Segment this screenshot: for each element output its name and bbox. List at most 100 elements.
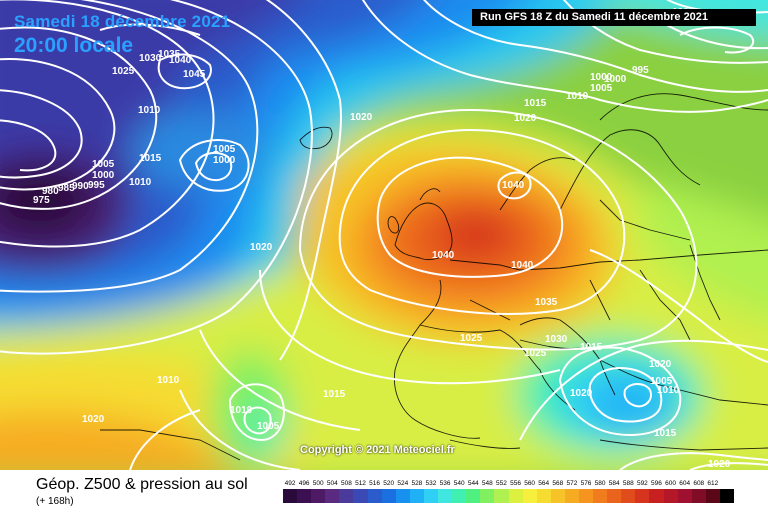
legend-footer: Géop. Z500 & pression au sol (+ 168h) 49…: [0, 470, 768, 512]
scale-step: 576: [578, 479, 594, 503]
scale-swatch: [480, 489, 495, 503]
isobar-label: 1010: [566, 91, 589, 102]
scale-step: [719, 479, 734, 503]
forecast-local-time: 20:00 locale: [14, 34, 134, 57]
scale-label: 592: [636, 480, 648, 487]
scale-swatch: [508, 489, 523, 503]
isobar-label: 1025: [524, 348, 547, 359]
geopotential-map: 1000 995 1000 1005 1010 1015 1020 1025 1…: [0, 0, 768, 470]
isobar-label: 1000: [92, 170, 115, 181]
scale-swatch: [353, 489, 368, 503]
scale-label: 492: [284, 480, 296, 487]
scale-swatch: [607, 489, 622, 503]
isobar-label: 990: [72, 181, 89, 192]
scale-step: 528: [409, 479, 424, 503]
scale-swatch: [621, 489, 636, 503]
scale-label: 504: [326, 480, 338, 487]
scale-swatch: [593, 489, 608, 503]
isobar-label: 1020: [250, 242, 273, 253]
isobar-label: 1040: [432, 250, 455, 261]
isobar-label: 995: [632, 65, 649, 76]
scale-label: 536: [439, 480, 451, 487]
isobar-label: 1020: [570, 388, 593, 399]
scale-label: 496: [298, 480, 310, 487]
scale-swatch: [677, 489, 692, 503]
scale-label: 556: [510, 480, 521, 487]
scale-label: 572: [566, 480, 578, 487]
scale-swatch: [325, 489, 340, 503]
scale-swatch: [311, 489, 326, 503]
isobar-label: 1030: [139, 53, 162, 64]
isobar-label: 1000: [213, 155, 236, 166]
scale-label: 608: [693, 480, 705, 487]
scale-step: 604: [677, 479, 692, 503]
scale-label: 580: [594, 480, 606, 487]
isobar-labels: 1000 995 1000 1005 1010 1015 1020 1025 1…: [33, 7, 731, 470]
scale-swatch: [578, 489, 594, 503]
isobar-label: 1035: [158, 49, 181, 60]
scale-step: 536: [438, 479, 453, 503]
scale-step: 600: [663, 479, 678, 503]
isobar-label: 1000: [590, 72, 613, 83]
scale-swatch: [536, 489, 551, 503]
isobar-label: 1025: [460, 333, 483, 344]
scale-label: 568: [552, 480, 564, 487]
scale-swatch: [339, 489, 354, 503]
scale-label: 604: [679, 480, 691, 487]
scale-step: 532: [423, 479, 439, 503]
isobar-label: 1010: [157, 375, 180, 386]
scale-label: 500: [312, 480, 324, 487]
isobar-label: 980: [42, 186, 59, 197]
isobar-label: 1020: [350, 112, 373, 123]
scale-label: 516: [369, 480, 381, 487]
isobars: [0, 0, 768, 470]
isobar-label: 1025: [112, 66, 135, 77]
scale-swatch: [564, 489, 579, 503]
scale-swatch: [297, 489, 312, 503]
isobar-label: 1015: [580, 342, 603, 353]
scale-step: 516: [367, 479, 382, 503]
isobar-label: 1020: [649, 359, 672, 370]
isobar-label: 1015: [139, 153, 162, 164]
scale-swatch: [423, 489, 439, 503]
isobar-label: 1005: [590, 83, 613, 94]
scale-swatch: [283, 489, 298, 503]
scale-swatch: [550, 489, 565, 503]
isobar-label: 1020: [708, 459, 731, 470]
scale-swatch: [663, 489, 678, 503]
scale-swatch: [395, 489, 410, 503]
scale-step: 584: [607, 479, 622, 503]
scale-label: 544: [467, 480, 479, 487]
copyright-notice: Copyright © 2021 Meteociel.fr: [300, 444, 455, 456]
scale-step: 544: [466, 479, 481, 503]
scale-label: 512: [355, 480, 366, 487]
scale-swatch: [381, 489, 396, 503]
isobar-label: 1015: [654, 428, 677, 439]
isobar-label: 1010: [230, 405, 253, 416]
scale-label: 612: [707, 480, 719, 487]
scale-label: 560: [524, 480, 536, 487]
scale-swatch: [452, 489, 467, 503]
isobar-label: 1040: [511, 260, 534, 271]
scale-step: 592: [635, 479, 650, 503]
scale-step: 564: [536, 479, 551, 503]
scale-step: 588: [621, 479, 636, 503]
scale-label: 596: [651, 480, 662, 487]
scale-label: 508: [340, 480, 352, 487]
scale-swatch: [367, 489, 382, 503]
scale-step: 524: [395, 479, 410, 503]
scale-step: 568: [550, 479, 565, 503]
scale-swatch: [705, 489, 720, 503]
scale-step: 496: [297, 479, 312, 503]
isobar-label: 1015: [323, 389, 346, 400]
product-title: Géop. Z500 & pression au sol: [36, 476, 248, 493]
scale-step: 500: [311, 479, 326, 503]
isobar-label: 1010: [138, 105, 161, 116]
isobar-label: 975: [33, 195, 50, 206]
scale-swatch: [409, 489, 424, 503]
scale-step: 512: [353, 479, 368, 503]
isobar-label: 1000: [604, 74, 627, 85]
scale-label: 548: [481, 480, 493, 487]
color-scale: 492 496 500 504 508 512 516 520 524 528 532 536 540 5…: [283, 479, 734, 503]
isobar-label: 1020: [514, 113, 537, 124]
